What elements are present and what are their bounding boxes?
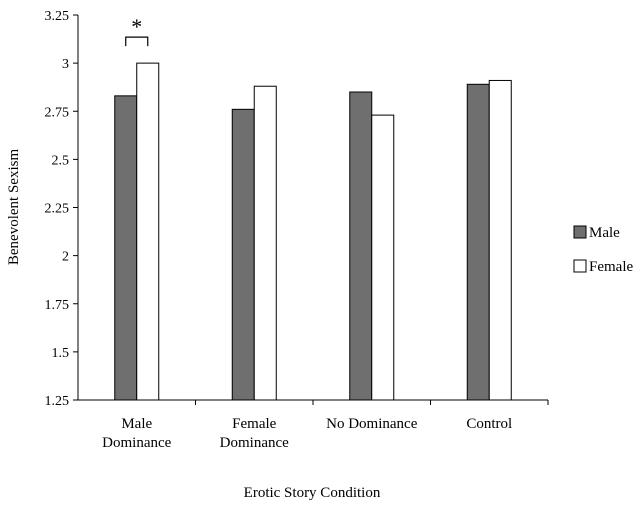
x-category-label: Dominance [102, 435, 171, 451]
legend-swatch-female [573, 259, 587, 273]
y-axis-title: Benevolent Sexism [6, 149, 22, 266]
significance-bracket [125, 36, 149, 47]
y-tick-group: 1.25 1.5 1.75 2 2.25 2.5 2.75 3 3.25 [45, 9, 78, 409]
y-tick-label: 2.5 [52, 153, 70, 168]
bar-male-0 [114, 95, 138, 401]
bar-female-1 [253, 85, 277, 401]
x-category-label: Female [232, 416, 276, 432]
y-tick-label: 2.25 [45, 202, 70, 217]
legend-label-female: Female [589, 259, 633, 275]
bar-male-2 [349, 91, 373, 401]
y-tick-label: 1.75 [45, 298, 70, 313]
significance-marker: * [131, 14, 142, 39]
bar-female-2 [371, 114, 395, 401]
x-category-label: Dominance [220, 435, 289, 451]
x-category-label: No Dominance [326, 416, 418, 432]
bar-male-1 [231, 108, 255, 401]
bar-female-3 [488, 79, 512, 401]
bar-female-0 [136, 62, 160, 401]
x-category-group: Male Dominance Female Dominance No Dominance… [102, 400, 549, 451]
y-tick-label: 3 [62, 57, 69, 72]
y-tick-label: 3.25 [45, 9, 70, 24]
legend-label-male: Male [589, 225, 620, 241]
y-tick-label: 2 [62, 250, 69, 265]
x-category-label: Male [121, 416, 152, 432]
legend-swatch-male [573, 225, 587, 239]
y-tick-label: 1.5 [52, 346, 70, 361]
annotation-group: * [125, 14, 149, 47]
x-axis-title: Erotic Story Condition [244, 485, 381, 501]
bar-group [114, 62, 512, 401]
bar-male-3 [466, 83, 490, 401]
y-tick-label: 1.25 [45, 394, 70, 409]
y-tick-label: 2.75 [45, 105, 70, 120]
x-category-label: Control [466, 416, 512, 432]
legend: Male Female [573, 225, 633, 275]
